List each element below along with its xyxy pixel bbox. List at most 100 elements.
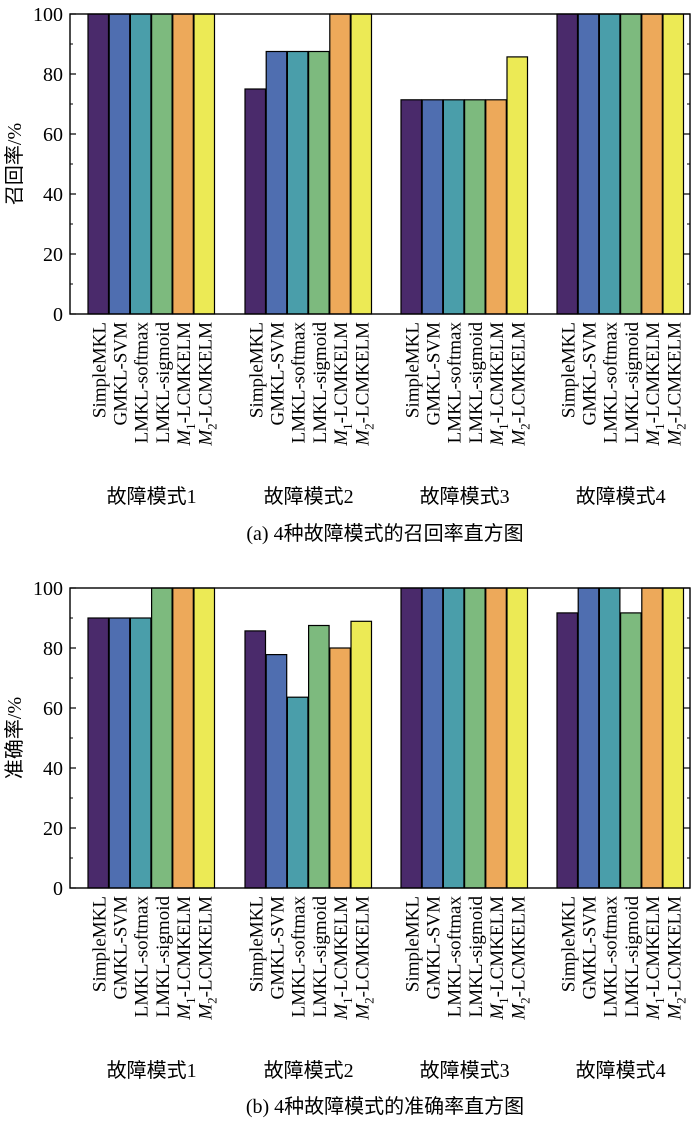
category-label: GMKL-SVM xyxy=(267,896,288,1000)
category-label: M1-LCMKELM xyxy=(643,896,667,1021)
category-label: SimpleMKL xyxy=(558,322,579,418)
bar-simplemkl-group4 xyxy=(556,13,579,315)
category-label: SimpleMKL xyxy=(402,322,423,418)
bar-m1-lcmkelm-group2 xyxy=(329,13,351,315)
bar-m2-lcmkelm-group2 xyxy=(350,620,373,889)
category-label: M2-LCMKELM xyxy=(664,322,688,447)
group-label: 故障模式4 xyxy=(576,485,666,508)
category-label: GMKL-SVM xyxy=(579,322,600,426)
category-label: LMKL-softmax xyxy=(445,322,466,444)
category-label: LMKL-sigmoid xyxy=(466,322,487,444)
category-label: LMKL-sigmoid xyxy=(622,322,643,444)
category-label: LMKL-softmax xyxy=(132,896,153,1018)
category-label: SimpleMKL xyxy=(89,322,110,418)
bar-m1-lcmkelm-group2 xyxy=(329,647,351,889)
bar-gmkl-svm-group1 xyxy=(108,13,131,315)
bar-gmkl-svm-group2 xyxy=(265,653,288,889)
category-label: M1-LCMKELM xyxy=(331,322,355,447)
bar-simplemkl-group3 xyxy=(400,99,423,315)
y-tick-label: 60 xyxy=(43,698,63,720)
category-label: M1-LCMKELM xyxy=(174,896,198,1021)
bar-simplemkl-group2 xyxy=(244,630,267,889)
category-label: M1-LCMKELM xyxy=(331,896,355,1021)
bar-simplemkl-group1 xyxy=(87,13,110,315)
category-label: M1-LCMKELM xyxy=(174,322,198,447)
category-label: GMKL-SVM xyxy=(267,322,288,426)
y-tick-label: 0 xyxy=(53,304,63,326)
category-label: M1-LCMKELM xyxy=(487,896,511,1021)
bar-lmkl-softmax-group3 xyxy=(442,587,465,889)
bar-simplemkl-group3 xyxy=(400,587,423,889)
category-label: M2-LCMKELM xyxy=(195,896,219,1021)
chart-title: (a) 4种故障模式的召回率直方图 xyxy=(246,522,523,545)
category-label: LMKL-softmax xyxy=(289,322,310,444)
y-tick-label: 60 xyxy=(43,124,63,146)
bar-lmkl-softmax-group3 xyxy=(442,99,465,315)
bar-simplemkl-group2 xyxy=(244,88,267,315)
bar-m1-lcmkelm-group1 xyxy=(172,587,194,889)
category-label: M1-LCMKELM xyxy=(643,322,667,447)
y-tick-label: 80 xyxy=(43,64,63,86)
bar-m2-lcmkelm-group1 xyxy=(193,13,216,315)
bar-m1-lcmkelm-group3 xyxy=(485,587,507,889)
bar-lmkl-sigmoid-group3 xyxy=(464,99,486,315)
y-tick-label: 40 xyxy=(43,758,63,780)
y-axis-label: 准确率/% xyxy=(3,697,26,779)
y-tick-label: 40 xyxy=(43,184,63,206)
bar-gmkl-svm-group3 xyxy=(421,99,444,315)
category-label: GMKL-SVM xyxy=(423,322,444,426)
category-label: LMKL-softmax xyxy=(601,322,622,444)
bar-m2-lcmkelm-group4 xyxy=(662,587,685,889)
bar-gmkl-svm-group3 xyxy=(421,587,444,889)
group-label: 故障模式2 xyxy=(264,485,354,508)
y-tick-label: 20 xyxy=(43,818,63,840)
category-label: GMKL-SVM xyxy=(579,896,600,1000)
bar-lmkl-softmax-group2 xyxy=(286,50,309,315)
bar-m2-lcmkelm-group4 xyxy=(662,13,685,315)
category-label: M2-LCMKELM xyxy=(508,896,532,1021)
category-label: M2-LCMKELM xyxy=(664,896,688,1021)
category-label: SimpleMKL xyxy=(402,896,423,992)
category-label: SimpleMKL xyxy=(558,896,579,992)
category-label: LMKL-sigmoid xyxy=(153,896,174,1018)
bar-m2-lcmkelm-group2 xyxy=(350,13,373,315)
bar-lmkl-sigmoid-group1 xyxy=(151,587,173,889)
group-label: 故障模式4 xyxy=(576,1059,666,1082)
bar-m1-lcmkelm-group3 xyxy=(485,99,507,315)
bar-lmkl-sigmoid-group2 xyxy=(308,624,330,889)
bar-simplemkl-group4 xyxy=(556,612,579,889)
category-label: LMKL-softmax xyxy=(601,896,622,1018)
bar-lmkl-sigmoid-group4 xyxy=(619,612,642,889)
category-label: LMKL-sigmoid xyxy=(622,896,643,1018)
category-label: LMKL-softmax xyxy=(445,896,466,1018)
bar-lmkl-sigmoid-group4 xyxy=(619,13,642,315)
y-tick-label: 100 xyxy=(33,4,63,26)
category-label: SimpleMKL xyxy=(89,896,110,992)
category-label: LMKL-sigmoid xyxy=(153,322,174,444)
category-label: M2-LCMKELM xyxy=(195,322,219,447)
group-label: 故障模式3 xyxy=(420,1059,510,1082)
category-label: M2-LCMKELM xyxy=(352,322,376,447)
category-label: GMKL-SVM xyxy=(423,896,444,1000)
bar-lmkl-softmax-group4 xyxy=(598,13,621,315)
bar-m2-lcmkelm-group1 xyxy=(193,587,216,889)
category-label: LMKL-sigmoid xyxy=(310,322,331,444)
category-label: SimpleMKL xyxy=(246,322,267,418)
bar-lmkl-softmax-group1 xyxy=(129,13,152,315)
category-label: LMKL-softmax xyxy=(289,896,310,1018)
bar-lmkl-softmax-group2 xyxy=(286,696,309,889)
bar-m1-lcmkelm-group4 xyxy=(641,13,663,315)
category-label: GMKL-SVM xyxy=(110,322,131,426)
category-label: GMKL-SVM xyxy=(110,896,131,1000)
group-label: 故障模式3 xyxy=(420,485,510,508)
chart-title: (b) 4种故障模式的准确率直方图 xyxy=(246,1095,524,1118)
category-label: LMKL-softmax xyxy=(132,322,153,444)
category-label: M1-LCMKELM xyxy=(487,322,511,447)
bar-m1-lcmkelm-group4 xyxy=(641,587,663,889)
group-label: 故障模式1 xyxy=(107,485,197,508)
group-label: 故障模式2 xyxy=(264,1059,354,1082)
bar-gmkl-svm-group1 xyxy=(108,617,131,889)
bar-m1-lcmkelm-group1 xyxy=(172,13,194,315)
